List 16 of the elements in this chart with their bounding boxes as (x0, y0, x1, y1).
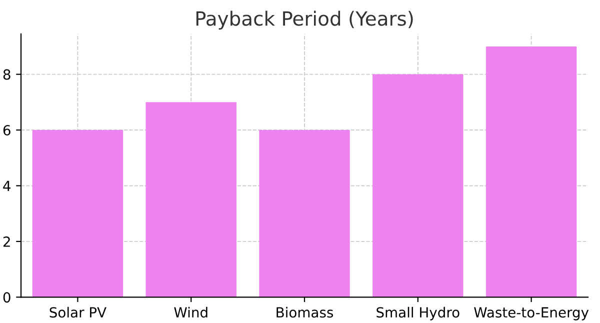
x-tick-label: Wind (174, 306, 208, 318)
bar (32, 130, 124, 298)
y-tick-label: 0 (3, 292, 10, 303)
bar (486, 46, 577, 298)
x-tick-label: Biomass (276, 306, 334, 318)
bar (259, 130, 350, 298)
chart-title: Payback Period (Years) (196, 10, 413, 30)
y-tick-label: 6 (3, 124, 10, 136)
x-tick-label: Solar PV (50, 306, 106, 318)
bar (372, 74, 464, 298)
bar (146, 102, 236, 298)
y-tick-label: 8 (3, 69, 10, 80)
y-tick-label: 2 (3, 236, 10, 247)
x-tick-label: Small Hydro (376, 306, 460, 320)
x-tick-label: Waste-to-Energy (474, 307, 589, 320)
y-tick-label: 4 (3, 180, 10, 192)
